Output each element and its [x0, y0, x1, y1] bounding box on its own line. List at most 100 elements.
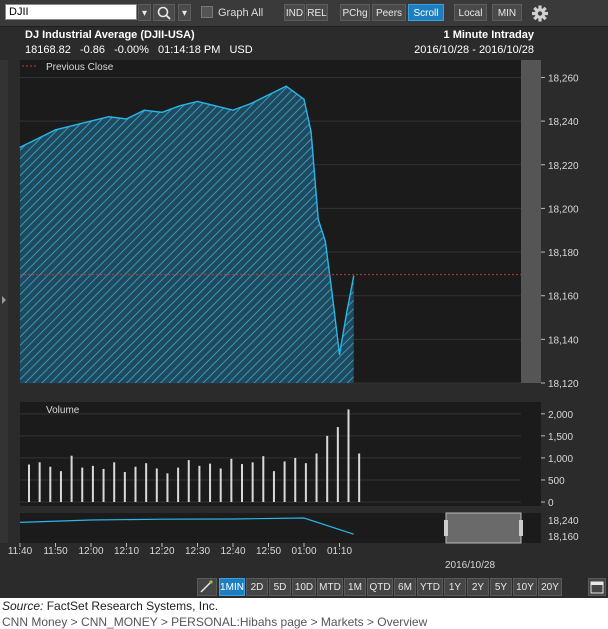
- gear-icon: [532, 5, 548, 22]
- local-button[interactable]: Local: [454, 4, 487, 21]
- chart-app: DJII ▾ ▾ Graph All IND REL PChg Peers Sc…: [0, 0, 608, 598]
- time-tick-label: 01:10: [327, 546, 352, 557]
- interval-label: 1 Minute Intraday: [443, 29, 534, 41]
- navigator-window[interactable]: [445, 512, 522, 544]
- rel-button[interactable]: REL: [306, 4, 328, 21]
- price-tick-label: 18,180: [548, 248, 579, 259]
- search-button[interactable]: [153, 4, 175, 21]
- net-change: -0.86: [79, 44, 106, 56]
- last-price: 18168.82: [25, 44, 71, 56]
- navigator-axis: 18,160 18,240: [548, 516, 579, 543]
- source-label: Source:: [2, 599, 44, 613]
- range-button-10y[interactable]: 10Y: [513, 578, 537, 596]
- navigator-tick-label: 18,240: [548, 516, 579, 527]
- range-button-10d[interactable]: 10D: [292, 578, 316, 596]
- range-button-ytd[interactable]: YTD: [417, 578, 443, 596]
- search-dropdown-button[interactable]: ▾: [178, 4, 191, 21]
- range-button-qtd[interactable]: QTD: [367, 578, 393, 596]
- price-point: [143, 109, 145, 111]
- range-button-1y[interactable]: 1Y: [444, 578, 466, 596]
- range-button-1min[interactable]: 1MIN: [219, 578, 245, 596]
- volume-bar: [28, 464, 30, 502]
- navigator-left-handle[interactable]: [444, 520, 448, 536]
- volume-tick-label: 1,000: [548, 454, 573, 465]
- price-line: [19, 85, 355, 355]
- previous-close-legend: Previous Close: [46, 62, 114, 73]
- range-button-2y[interactable]: 2Y: [467, 578, 489, 596]
- settings-button[interactable]: [529, 4, 551, 22]
- volume-bar: [102, 468, 105, 502]
- range-button-5y[interactable]: 5Y: [490, 578, 512, 596]
- chart-canvas: Previous Close 18,12018,14018,16018,1801…: [0, 60, 579, 571]
- price-scrollbar[interactable]: [521, 60, 541, 383]
- time-tick-label: 12:40: [220, 546, 245, 557]
- price-tick-label: 18,140: [548, 335, 579, 346]
- volume-bar: [358, 453, 361, 502]
- toolbar: DJII ▾ ▾ Graph All IND REL PChg Peers Sc…: [0, 0, 608, 27]
- price-point: [353, 275, 355, 277]
- scroll-button[interactable]: Scroll: [408, 4, 444, 21]
- price-point: [54, 129, 57, 131]
- min-button[interactable]: MIN: [492, 4, 522, 21]
- volume-bar: [219, 468, 222, 502]
- source-line: Source: FactSet Research Systems, Inc.: [2, 599, 218, 613]
- navigator-right-handle[interactable]: [519, 520, 523, 536]
- symbol-input[interactable]: DJII: [5, 4, 137, 20]
- range-button-1m[interactable]: 1M: [344, 578, 366, 596]
- time-tick-label: 12:20: [149, 546, 174, 557]
- time-tick-label: 11:50: [43, 546, 68, 557]
- price-tick-label: 18,240: [548, 117, 579, 128]
- peers-button[interactable]: Peers: [372, 4, 406, 21]
- graph-all-checkbox[interactable]: [201, 6, 213, 18]
- price-point: [331, 295, 333, 297]
- price-point: [161, 111, 163, 113]
- quote-line: 18168.82 -0.86 -0.00% 01:14:18 PM USD: [25, 44, 259, 56]
- volume-bar: [49, 466, 52, 502]
- calendar-button[interactable]: [588, 578, 606, 596]
- price-point: [214, 105, 216, 107]
- time-tick-label: 11:40: [8, 546, 33, 557]
- dropdown-arrow-icon: ▾: [181, 8, 188, 19]
- draw-line-icon: [200, 580, 213, 593]
- range-button-6m[interactable]: 6M: [394, 578, 416, 596]
- volume-bar: [59, 471, 62, 502]
- draw-tool-button[interactable]: [197, 578, 217, 596]
- volume-bar: [315, 453, 318, 502]
- time-axis: 11:40 11:50 12:00 12:10 12:20 12:30 12:40 12:50…: [8, 543, 352, 557]
- navigator-tick-label: 18,160: [548, 532, 579, 543]
- price-point: [267, 94, 270, 96]
- price-series: [19, 85, 521, 384]
- volume-tick-label: 500: [548, 476, 565, 487]
- volume-bar: [113, 462, 116, 502]
- time-tick-label: 12:10: [114, 546, 139, 557]
- volume-bar: [304, 463, 307, 502]
- symbol-dropdown-button[interactable]: ▾: [138, 4, 151, 21]
- time-tick-label: 12:50: [256, 546, 281, 557]
- price-point: [310, 131, 312, 133]
- volume-tick-label: 2,000: [548, 410, 573, 421]
- graph-all-label: Graph All: [218, 7, 264, 19]
- price-point: [72, 124, 74, 127]
- price-point: [108, 116, 110, 118]
- price-point: [125, 118, 128, 120]
- range-button-2d[interactable]: 2D: [246, 578, 268, 596]
- price-point: [324, 240, 326, 242]
- date-range: 2016/10/28 - 2016/10/28: [414, 44, 534, 56]
- price-point: [196, 100, 199, 103]
- range-button-5d[interactable]: 5D: [269, 578, 291, 596]
- price-point: [19, 146, 21, 148]
- price-tick-label: 18,200: [548, 204, 579, 215]
- range-button-mtd[interactable]: MTD: [317, 578, 343, 596]
- percent-change: -0.00%: [114, 44, 149, 56]
- volume-bars: [28, 409, 361, 502]
- time-tick-label: 12:00: [78, 546, 103, 557]
- price-tick-label: 18,220: [548, 161, 579, 172]
- volume-bar: [272, 471, 275, 502]
- volume-bar: [38, 462, 41, 502]
- pchg-button[interactable]: PChg: [340, 4, 370, 21]
- price-point: [346, 312, 348, 314]
- price-point: [303, 98, 305, 100]
- range-button-20y[interactable]: 20Y: [538, 578, 562, 596]
- ind-button[interactable]: IND: [284, 4, 305, 21]
- navigator-line: [19, 517, 354, 535]
